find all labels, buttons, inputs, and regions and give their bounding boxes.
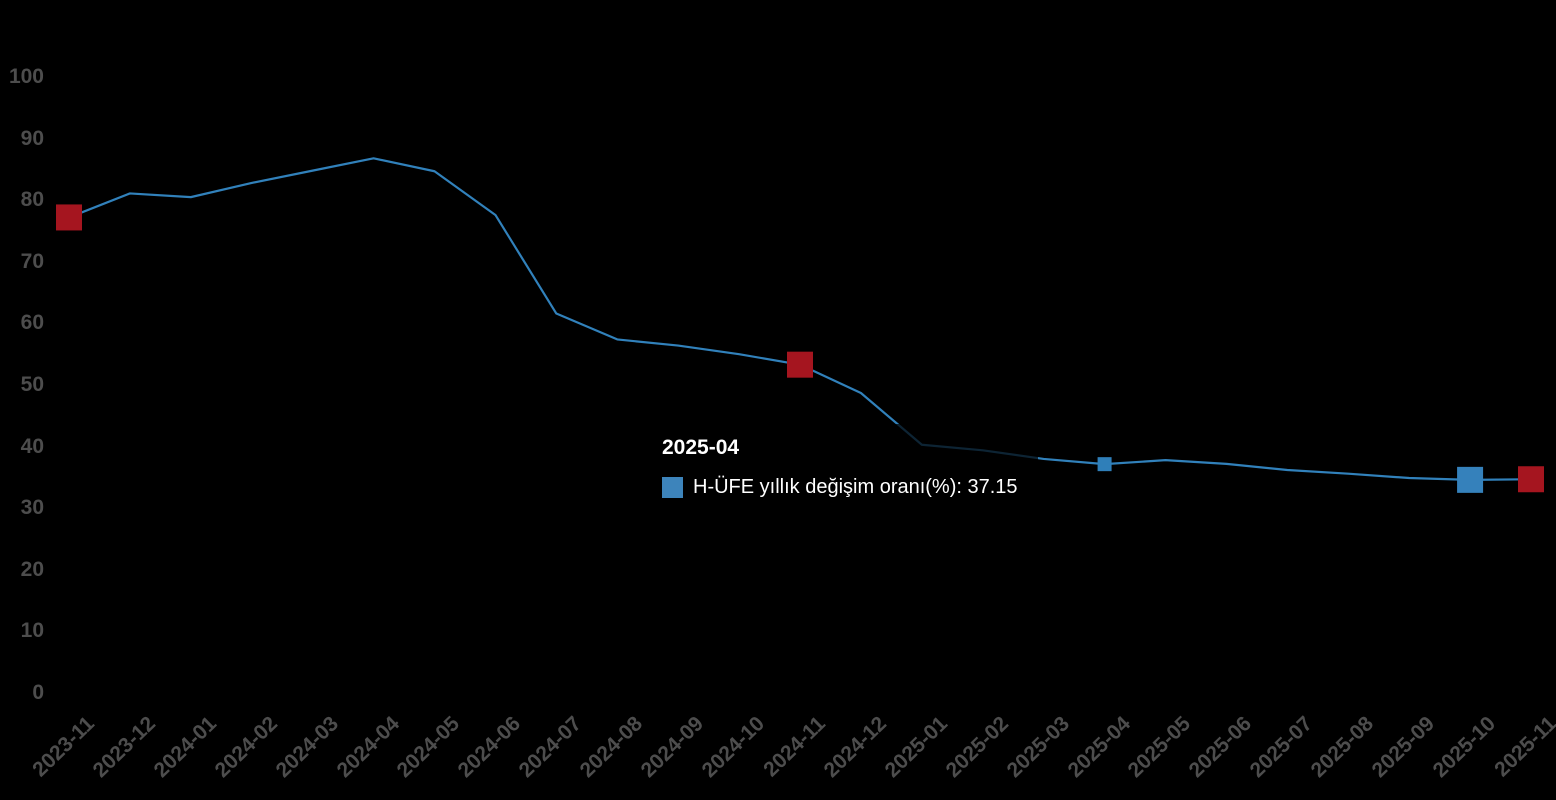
data-point-marker-2023-11[interactable]	[56, 204, 82, 231]
data-point-marker-2025-10[interactable]	[1457, 466, 1484, 493]
data-point-marker-2025-11[interactable]	[1518, 466, 1544, 493]
hovered-point-marker-2025-04[interactable]	[1097, 457, 1112, 472]
y-axis-label-40: 40	[20, 434, 44, 458]
data-point-marker-2024-11[interactable]	[787, 351, 813, 378]
y-axis-label-50: 50	[20, 373, 44, 396]
y-axis-label-80: 80	[20, 188, 44, 212]
series-line	[68, 157, 1532, 481]
y-axis-label-20: 20	[20, 557, 44, 581]
y-axis-label-60: 60	[20, 311, 44, 335]
y-axis-label-90: 90	[20, 126, 44, 150]
y-axis-label-70: 70	[20, 249, 44, 273]
y-axis-label-10: 10	[20, 619, 44, 643]
y-axis-label-0: 0	[32, 681, 44, 704]
y-axis-label-30: 30	[20, 496, 44, 520]
y-axis-label-100: 100	[8, 65, 44, 88]
